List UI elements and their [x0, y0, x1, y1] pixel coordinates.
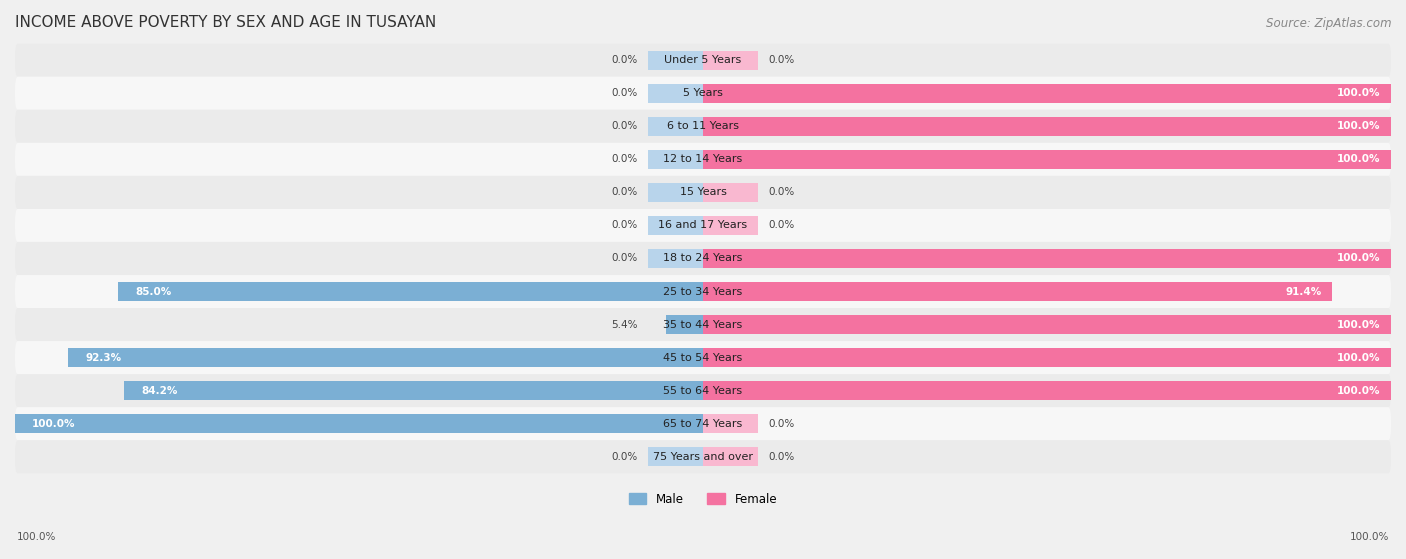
- Text: 100.0%: 100.0%: [17, 532, 56, 542]
- Bar: [703, 216, 758, 235]
- FancyBboxPatch shape: [15, 308, 1391, 341]
- Text: 100.0%: 100.0%: [32, 419, 76, 429]
- Text: Source: ZipAtlas.com: Source: ZipAtlas.com: [1267, 17, 1392, 30]
- FancyBboxPatch shape: [15, 440, 1391, 473]
- Text: 0.0%: 0.0%: [612, 187, 638, 197]
- Bar: [703, 282, 1331, 301]
- FancyBboxPatch shape: [15, 176, 1391, 209]
- Bar: [118, 282, 703, 301]
- FancyBboxPatch shape: [15, 143, 1391, 176]
- Text: 0.0%: 0.0%: [768, 419, 794, 429]
- Text: 0.0%: 0.0%: [612, 253, 638, 263]
- FancyBboxPatch shape: [15, 242, 1391, 275]
- FancyBboxPatch shape: [15, 374, 1391, 407]
- Text: 85.0%: 85.0%: [135, 287, 172, 296]
- Text: 65 to 74 Years: 65 to 74 Years: [664, 419, 742, 429]
- Text: 100.0%: 100.0%: [1350, 532, 1389, 542]
- FancyBboxPatch shape: [15, 407, 1391, 440]
- Text: 0.0%: 0.0%: [768, 452, 794, 462]
- Bar: [703, 447, 758, 466]
- Bar: [703, 150, 1391, 169]
- Text: 6 to 11 Years: 6 to 11 Years: [666, 121, 740, 131]
- Bar: [703, 84, 1391, 103]
- Text: 25 to 34 Years: 25 to 34 Years: [664, 287, 742, 296]
- Bar: [648, 216, 703, 235]
- FancyBboxPatch shape: [15, 341, 1391, 374]
- Bar: [703, 381, 1391, 400]
- Bar: [703, 117, 1391, 136]
- Bar: [648, 84, 703, 103]
- Text: 0.0%: 0.0%: [768, 55, 794, 65]
- Text: 75 Years and over: 75 Years and over: [652, 452, 754, 462]
- Text: 0.0%: 0.0%: [612, 452, 638, 462]
- FancyBboxPatch shape: [15, 110, 1391, 143]
- Bar: [703, 348, 1391, 367]
- Bar: [648, 51, 703, 70]
- Text: 100.0%: 100.0%: [1337, 154, 1381, 164]
- Text: 100.0%: 100.0%: [1337, 320, 1381, 330]
- Text: 91.4%: 91.4%: [1285, 287, 1322, 296]
- Bar: [648, 150, 703, 169]
- Text: 0.0%: 0.0%: [612, 121, 638, 131]
- Text: 0.0%: 0.0%: [612, 55, 638, 65]
- FancyBboxPatch shape: [15, 77, 1391, 110]
- Text: 35 to 44 Years: 35 to 44 Years: [664, 320, 742, 330]
- Bar: [648, 117, 703, 136]
- Text: 92.3%: 92.3%: [86, 353, 121, 363]
- Legend: Male, Female: Male, Female: [624, 488, 782, 510]
- Bar: [124, 381, 703, 400]
- Bar: [648, 447, 703, 466]
- Bar: [703, 183, 758, 202]
- Bar: [703, 414, 758, 433]
- Text: 18 to 24 Years: 18 to 24 Years: [664, 253, 742, 263]
- Text: 0.0%: 0.0%: [612, 88, 638, 98]
- Text: 100.0%: 100.0%: [1337, 353, 1381, 363]
- Text: 15 Years: 15 Years: [679, 187, 727, 197]
- Text: 0.0%: 0.0%: [768, 187, 794, 197]
- Text: 100.0%: 100.0%: [1337, 253, 1381, 263]
- Text: Under 5 Years: Under 5 Years: [665, 55, 741, 65]
- Text: 84.2%: 84.2%: [141, 386, 177, 396]
- Text: 100.0%: 100.0%: [1337, 88, 1381, 98]
- Bar: [666, 315, 703, 334]
- Bar: [15, 414, 703, 433]
- Text: 16 and 17 Years: 16 and 17 Years: [658, 220, 748, 230]
- Text: 100.0%: 100.0%: [1337, 121, 1381, 131]
- Bar: [648, 249, 703, 268]
- Text: 0.0%: 0.0%: [612, 220, 638, 230]
- Text: 5.4%: 5.4%: [612, 320, 638, 330]
- FancyBboxPatch shape: [15, 275, 1391, 308]
- Text: 5 Years: 5 Years: [683, 88, 723, 98]
- Bar: [648, 183, 703, 202]
- Bar: [703, 51, 758, 70]
- Text: 45 to 54 Years: 45 to 54 Years: [664, 353, 742, 363]
- Text: 12 to 14 Years: 12 to 14 Years: [664, 154, 742, 164]
- Text: 100.0%: 100.0%: [1337, 386, 1381, 396]
- FancyBboxPatch shape: [15, 44, 1391, 77]
- Bar: [703, 249, 1391, 268]
- Bar: [67, 348, 703, 367]
- Text: 55 to 64 Years: 55 to 64 Years: [664, 386, 742, 396]
- Text: 0.0%: 0.0%: [768, 220, 794, 230]
- Text: INCOME ABOVE POVERTY BY SEX AND AGE IN TUSAYAN: INCOME ABOVE POVERTY BY SEX AND AGE IN T…: [15, 15, 436, 30]
- FancyBboxPatch shape: [15, 209, 1391, 242]
- Bar: [703, 315, 1391, 334]
- Text: 0.0%: 0.0%: [612, 154, 638, 164]
